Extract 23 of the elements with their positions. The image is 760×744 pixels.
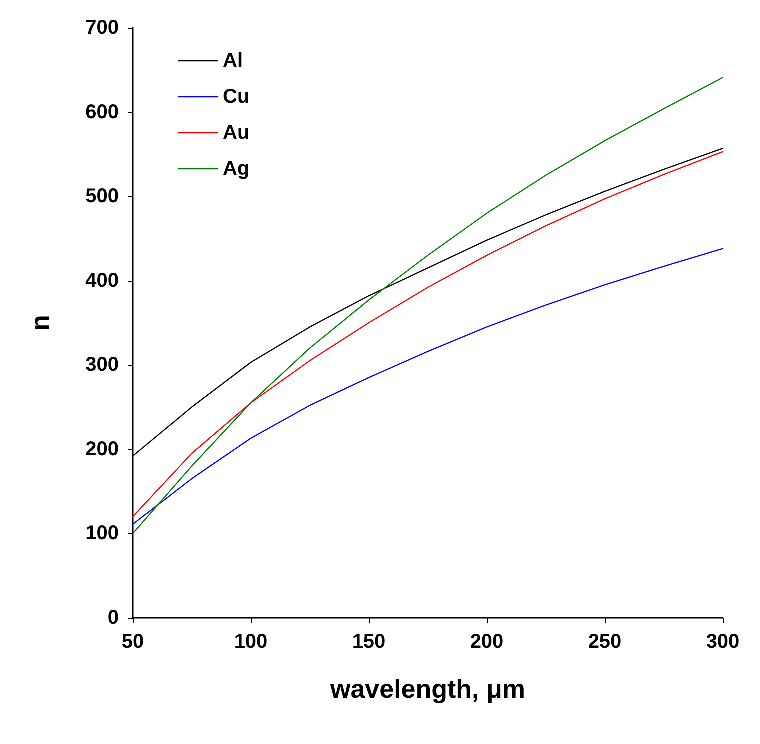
y-axis-title: n [25, 315, 55, 331]
y-tick-label: 400 [86, 270, 119, 292]
y-tick-label: 100 [86, 522, 119, 545]
y-tick-label: 700 [86, 17, 119, 39]
x-axis-title: wavelength, μm [329, 674, 526, 704]
line-series [132, 151, 724, 518]
legend-label: Al [223, 50, 243, 72]
y-tick-label: 0 [108, 607, 119, 629]
x-tick-label: 250 [588, 631, 622, 653]
y-tick-label: 600 [86, 101, 119, 124]
y-tick-label: 300 [86, 354, 119, 376]
x-tick-label: 300 [706, 631, 740, 653]
x-tick-label: 50 [122, 631, 144, 653]
legend-label: Cu [223, 86, 250, 108]
x-tick-label: 150 [352, 631, 386, 653]
y-tick-label: 500 [86, 186, 119, 208]
x-tick-label: 200 [470, 631, 504, 653]
x-tick-label: 100 [234, 631, 268, 653]
legend-label: Ag [223, 158, 250, 180]
legend-label: Au [223, 122, 250, 144]
y-tick-label: 200 [86, 438, 119, 460]
line-series [132, 248, 724, 526]
line-series [132, 77, 724, 534]
